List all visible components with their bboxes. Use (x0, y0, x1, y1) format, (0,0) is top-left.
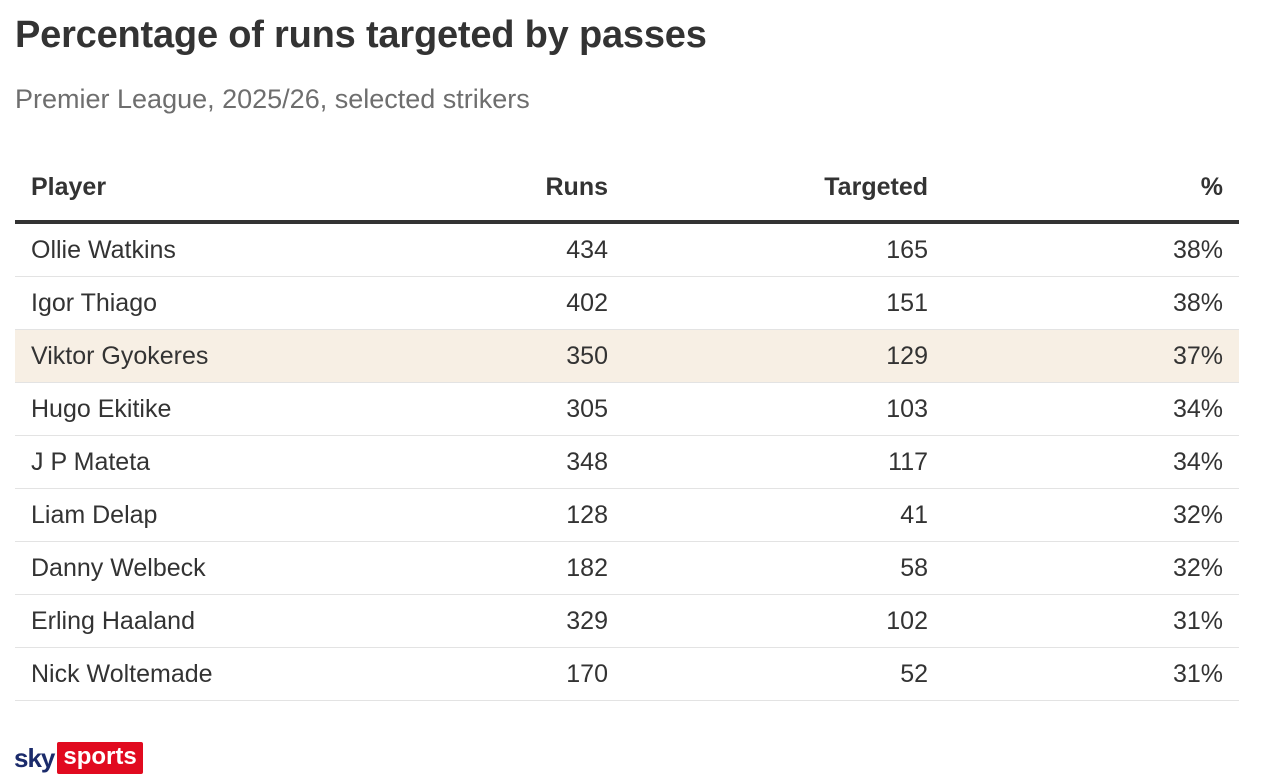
cell-percent: 31% (1172, 659, 1223, 688)
cell-player: Ollie Watkins (31, 235, 176, 264)
table-header: Player Runs Targeted % (15, 160, 1239, 224)
cell-player: Erling Haaland (31, 606, 195, 635)
chart-title: Percentage of runs targeted by passes (15, 14, 707, 56)
cell-targeted: 165 (886, 235, 928, 264)
cell-player: Viktor Gyokeres (31, 341, 209, 370)
cell-percent: 32% (1172, 553, 1223, 582)
cell-runs: 305 (566, 394, 608, 423)
cell-targeted: 52 (900, 659, 928, 688)
header-percent: % (1200, 172, 1223, 201)
cell-targeted: 151 (886, 288, 928, 317)
table-body: Ollie Watkins 434 165 38% Igor Thiago 402 151 3… (15, 224, 1239, 701)
cell-runs: 182 (566, 553, 608, 582)
table-row: Nick Woltemade 170 52 31% (15, 648, 1239, 701)
cell-targeted: 117 (888, 447, 928, 476)
cell-targeted: 102 (886, 606, 928, 635)
cell-targeted: 103 (886, 394, 928, 423)
header-player: Player (31, 172, 107, 201)
cell-percent: 32% (1172, 500, 1223, 529)
cell-player: Liam Delap (31, 500, 158, 529)
cell-targeted: 58 (900, 553, 928, 582)
cell-targeted: 129 (886, 341, 928, 370)
cell-targeted: 41 (900, 500, 928, 529)
logo-sports-text: sports (57, 742, 143, 774)
cell-runs: 329 (566, 606, 608, 635)
cell-runs: 402 (566, 288, 608, 317)
cell-runs: 170 (566, 659, 608, 688)
cell-percent: 38% (1172, 288, 1223, 317)
cell-percent: 38% (1172, 235, 1223, 264)
table-row: Igor Thiago 402 151 38% (15, 277, 1239, 330)
table-row: Ollie Watkins 434 165 38% (15, 224, 1239, 277)
header-runs: Runs (545, 172, 609, 201)
table-row: Viktor Gyokeres 350 129 37% (15, 330, 1239, 383)
cell-player: Danny Welbeck (31, 553, 206, 582)
table-row: Liam Delap 128 41 32% (15, 489, 1239, 542)
cell-percent: 31% (1172, 606, 1223, 635)
cell-runs: 348 (566, 447, 608, 476)
cell-runs: 434 (566, 235, 608, 264)
table-row: Danny Welbeck 182 58 32% (15, 542, 1239, 595)
cell-player: Igor Thiago (31, 288, 158, 317)
chart-subtitle: Premier League, 2025/26, selected strike… (15, 84, 530, 114)
cell-runs: 128 (566, 500, 608, 529)
cell-player: J P Mateta (31, 447, 151, 476)
sky-sports-logo: sky sports (14, 742, 143, 774)
cell-player: Nick Woltemade (31, 659, 213, 688)
data-table: Player Runs Targeted % Ollie Watkins 434 1… (15, 160, 1239, 701)
cell-percent: 34% (1172, 447, 1223, 476)
table-row: Erling Haaland 329 102 31% (15, 595, 1239, 648)
table-row: J P Mateta 348 117 34% (15, 436, 1239, 489)
cell-player: Hugo Ekitike (31, 394, 172, 423)
logo-sky-text: sky (14, 742, 55, 773)
table-row: Hugo Ekitike 305 103 34% (15, 383, 1239, 436)
cell-runs: 350 (566, 341, 608, 370)
cell-percent: 34% (1172, 394, 1223, 423)
cell-percent: 37% (1172, 341, 1223, 370)
header-targeted: Targeted (824, 172, 928, 201)
